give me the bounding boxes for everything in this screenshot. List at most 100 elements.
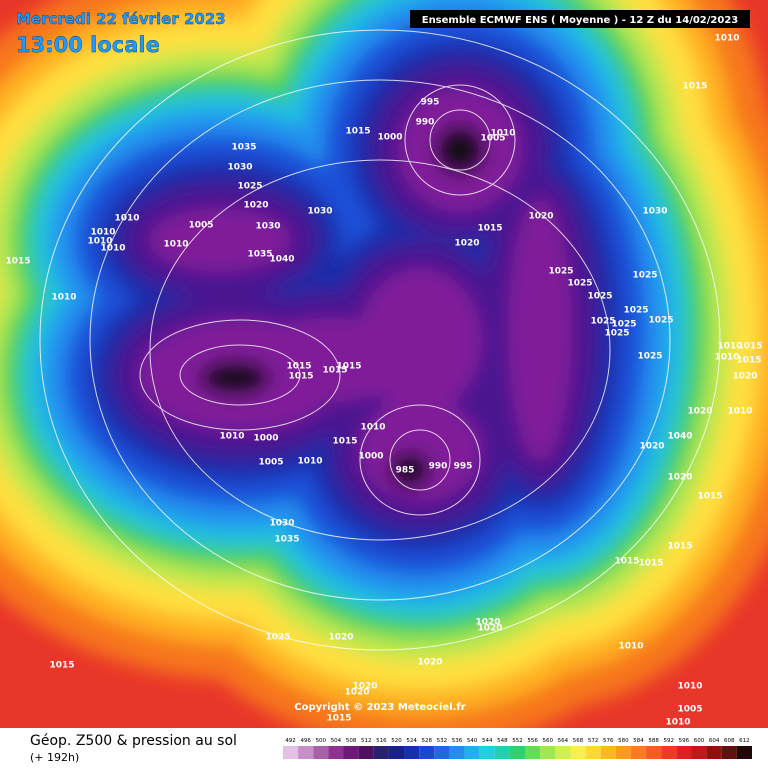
isobar-label: 1010	[677, 682, 702, 692]
isobar	[389, 429, 451, 491]
legend-swatch	[419, 746, 435, 759]
isobar-label: 1020	[328, 633, 353, 643]
model-box	[410, 10, 750, 28]
copyright: Copyright © 2023 Meteociel.fr	[294, 702, 465, 713]
isobar-label: 1015	[332, 437, 357, 447]
legend-swatch	[509, 746, 526, 759]
legend-swatch	[434, 746, 450, 759]
isobar-label: 1010	[665, 718, 690, 728]
isobar-label: 1020	[352, 682, 377, 692]
isobar-label: 1020	[344, 688, 369, 698]
isobar-label: 1005	[480, 134, 505, 144]
legend-swatch	[328, 746, 344, 759]
legend-label: 552	[512, 738, 523, 744]
isobar-label: 1040	[269, 255, 294, 265]
isobar-label: 1010	[114, 214, 139, 224]
legend-label: 560	[543, 738, 554, 744]
legend-swatch	[373, 746, 389, 759]
isobar	[404, 84, 516, 196]
isobar-label: 1010	[100, 244, 125, 254]
legend-swatch	[630, 746, 647, 759]
legend-label: 600	[694, 738, 705, 744]
isobar-label: 1025	[637, 352, 662, 362]
isobar-label: 1020	[477, 624, 502, 634]
legend-label: 512	[361, 738, 372, 744]
isobar-label: 1005	[188, 221, 213, 231]
isobar-label: 1015	[667, 542, 692, 552]
isobar-label: 1020	[417, 658, 442, 668]
isobar-label: 1030	[227, 163, 252, 173]
isobar-label: 1010	[360, 423, 385, 433]
legend-swatch	[585, 746, 601, 759]
isobar	[359, 404, 481, 516]
isobar-label: 1015	[336, 362, 361, 372]
legend-swatch	[388, 746, 405, 759]
isobar-label: 1020	[454, 239, 479, 249]
legend-label: 504	[331, 738, 342, 744]
geopotential-field	[0, 0, 768, 750]
legend-swatch	[600, 746, 616, 759]
isobar	[429, 109, 491, 171]
isobar-label: 1000	[253, 434, 278, 444]
isobar-label: 1025	[648, 316, 673, 326]
isobar-label: 990	[429, 462, 448, 472]
isobar-label: 1015	[737, 342, 762, 352]
legend-swatch	[298, 746, 314, 759]
legend-swatch	[646, 746, 662, 759]
isobar-label: 1010	[219, 432, 244, 442]
isobar-label: 1015	[5, 257, 30, 267]
model-label: Ensemble ECMWF ENS ( Moyenne ) - 12 Z du…	[422, 15, 739, 26]
legend-label: 612	[739, 738, 750, 744]
isobar-label: 1015	[288, 372, 313, 382]
legend-label: 536	[452, 738, 463, 744]
date-label: Mercredi 22 février 2023	[16, 10, 226, 28]
isobar-label: 1005	[677, 705, 702, 715]
color-legend: 492 496 500 504 508 512 516 520 524 528 532 536 540 5…	[283, 738, 752, 759]
legend-label: 572	[588, 738, 599, 744]
legend-swatch	[570, 746, 586, 759]
isobar-label: 1015	[49, 661, 74, 671]
isobar-label: 1030	[269, 519, 294, 529]
legend-swatch	[449, 746, 465, 759]
isobar-label: 1020	[528, 212, 553, 222]
isobar-label: 1040	[667, 432, 692, 442]
isobar-label: 1005	[258, 458, 283, 468]
legend-label: 604	[709, 738, 720, 744]
legend-swatch	[721, 746, 737, 759]
isobar-label: 1020	[667, 473, 692, 483]
isobar-label: 1020	[687, 407, 712, 417]
legend-label: 592	[664, 738, 675, 744]
isobar-label: 1030	[255, 222, 280, 232]
legend-swatch	[494, 746, 510, 759]
legend-label: 576	[603, 738, 614, 744]
isobar-label: 1010	[714, 34, 739, 44]
isobar	[149, 159, 611, 541]
isobar-label: 1015	[286, 362, 311, 372]
isobar-label: 1015	[326, 714, 351, 724]
footer-lead: (+ 192h)	[30, 751, 79, 764]
low-core	[435, 125, 485, 175]
isobar-label: 1025	[632, 271, 657, 281]
legend-swatch	[691, 746, 707, 759]
legend-label: 568	[573, 738, 584, 744]
isobar-label: 1020	[639, 442, 664, 452]
isobar-label: 1010	[727, 407, 752, 417]
legend-swatch	[464, 746, 480, 759]
field-band	[148, 208, 292, 272]
legend-swatch	[283, 746, 299, 759]
isobar-label: 1000	[377, 133, 402, 143]
legend-label: 496	[300, 738, 311, 744]
field-band	[358, 398, 482, 502]
isobar-label: 1025	[265, 633, 290, 643]
isobar-label: 1025	[237, 182, 262, 192]
isobar-label: 1030	[307, 207, 332, 217]
isobar-label: 1025	[604, 329, 629, 339]
legend-swatch	[525, 746, 541, 759]
isobar-label: 1010	[297, 457, 322, 467]
legend-swatch	[358, 746, 374, 759]
low-core	[390, 452, 430, 488]
legend-label: 520	[391, 738, 402, 744]
isobar	[179, 344, 301, 406]
